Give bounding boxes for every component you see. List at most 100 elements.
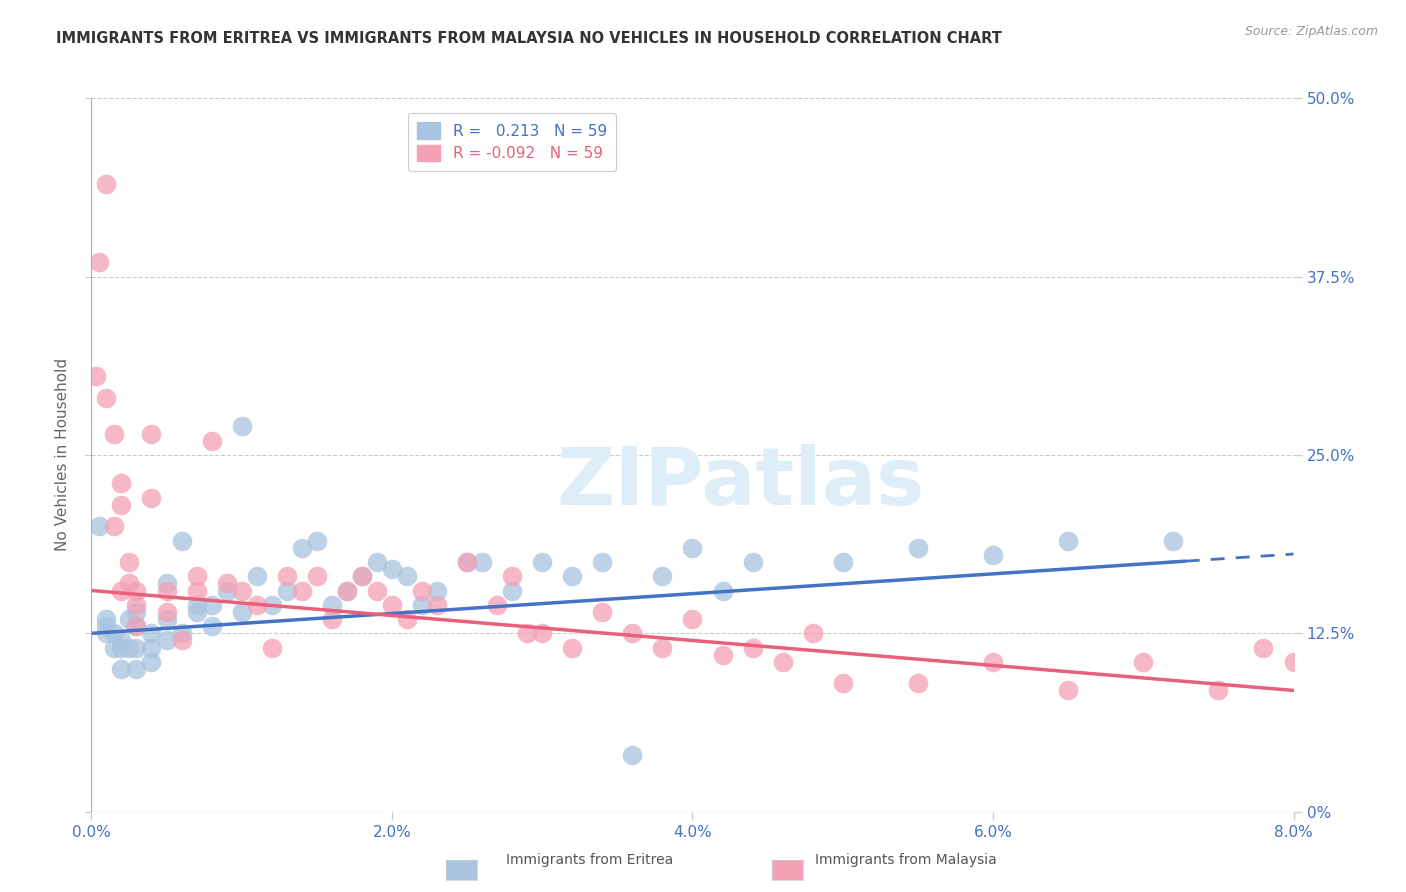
Point (350, 569, 373, 583)
Point (276, 583, 298, 598)
Point (561, 569, 583, 583)
Point (291, 541, 314, 555)
Point (125, 605, 148, 619)
Point (711, 648, 734, 662)
Point (87, 519, 110, 533)
Point (103, 519, 125, 533)
Point (110, 476, 132, 491)
Point (231, 583, 253, 598)
Point (501, 583, 523, 598)
Point (125, 619, 148, 633)
Point (231, 605, 253, 619)
Point (321, 612, 343, 626)
Point (366, 583, 388, 598)
Point (155, 612, 177, 626)
Point (411, 583, 433, 598)
Point (118, 555, 141, 569)
Point (103, 640, 125, 655)
Point (291, 583, 314, 598)
Point (350, 569, 373, 583)
Point (260, 640, 283, 655)
Point (155, 605, 177, 619)
Point (125, 598, 148, 612)
Point (110, 633, 132, 648)
Point (276, 569, 298, 583)
Point (981, 548, 1004, 562)
Point (110, 498, 132, 512)
Point (1208, 683, 1230, 698)
Text: Immigrants from Eritrea: Immigrants from Eritrea (506, 853, 673, 867)
Point (96, 612, 118, 626)
Point (366, 555, 388, 569)
Point (96, 619, 118, 633)
Point (125, 662, 148, 676)
Point (1057, 533, 1080, 548)
Point (1057, 683, 1080, 698)
Point (651, 640, 673, 655)
Point (186, 605, 208, 619)
Point (501, 569, 523, 583)
Point (907, 541, 929, 555)
Point (103, 426, 125, 441)
Point (96, 626, 118, 640)
Point (486, 598, 509, 612)
Point (125, 583, 148, 598)
Point (456, 555, 478, 569)
Text: IMMIGRANTS FROM ERITREA VS IMMIGRANTS FROM MALAYSIA NO VEHICLES IN HOUSEHOLD COR: IMMIGRANTS FROM ERITREA VS IMMIGRANTS FR… (56, 31, 1002, 46)
Point (170, 633, 193, 648)
Legend: R =   0.213   N = 59, R = -0.092   N = 59: R = 0.213 N = 59, R = -0.092 N = 59 (408, 113, 616, 170)
Point (801, 626, 824, 640)
Point (395, 612, 418, 626)
Point (305, 533, 328, 548)
Point (141, 640, 163, 655)
Point (1282, 655, 1305, 669)
Point (1253, 640, 1275, 655)
Point (186, 598, 208, 612)
Point (336, 583, 359, 598)
Point (186, 569, 208, 583)
Point (201, 619, 224, 633)
Point (456, 555, 478, 569)
Point (96, 391, 118, 405)
Point (201, 434, 224, 448)
Point (561, 640, 583, 655)
Point (246, 569, 269, 583)
Text: Immigrants from Malaysia: Immigrants from Malaysia (815, 853, 997, 867)
Point (321, 598, 343, 612)
Point (711, 583, 734, 598)
Text: ZIPatlas: ZIPatlas (557, 444, 925, 523)
Point (231, 419, 253, 434)
Point (426, 598, 449, 612)
Point (110, 583, 132, 598)
Point (260, 598, 283, 612)
Point (215, 583, 238, 598)
Point (831, 555, 853, 569)
Point (395, 569, 418, 583)
Point (621, 747, 644, 762)
Point (591, 605, 613, 619)
Point (155, 576, 177, 591)
Point (426, 583, 449, 598)
Point (741, 555, 763, 569)
Text: Source: ZipAtlas.com: Source: ZipAtlas.com (1244, 25, 1378, 38)
Point (84, 369, 107, 384)
Point (110, 662, 132, 676)
Point (125, 619, 148, 633)
Point (96, 177, 118, 191)
Point (651, 569, 673, 583)
Point (981, 655, 1004, 669)
Point (110, 640, 132, 655)
Point (336, 583, 359, 598)
Point (125, 640, 148, 655)
Point (87, 255, 110, 269)
Point (170, 626, 193, 640)
Point (411, 598, 433, 612)
Point (907, 676, 929, 690)
Point (155, 583, 177, 598)
Point (531, 626, 554, 640)
Point (516, 626, 538, 640)
Point (246, 598, 269, 612)
Point (741, 640, 763, 655)
Point (621, 626, 644, 640)
Point (141, 426, 163, 441)
